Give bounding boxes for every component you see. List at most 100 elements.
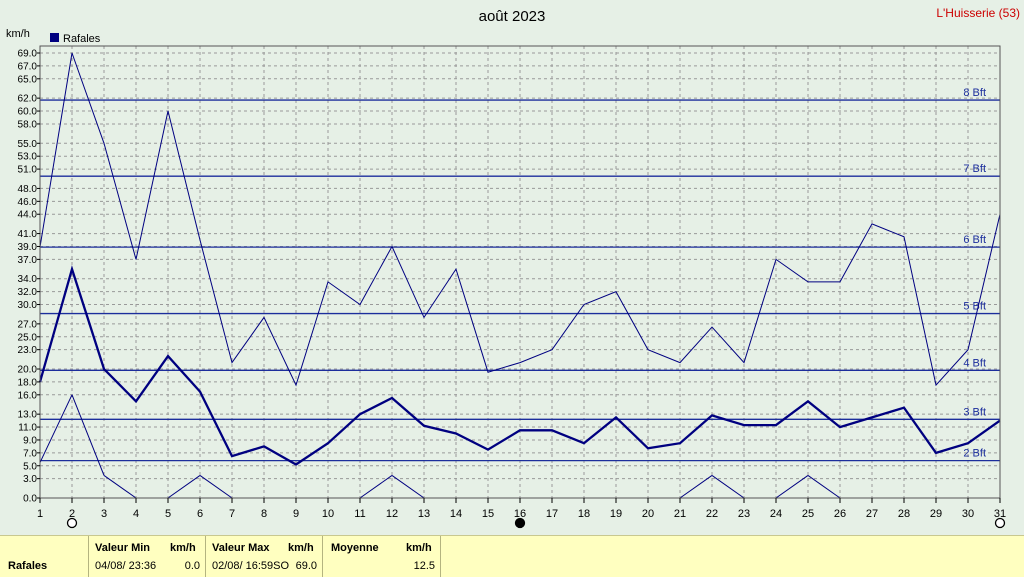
- beaufort-label: 6 Bft: [963, 234, 986, 246]
- min-series-segment: [391, 475, 425, 499]
- min-series-segment: [807, 475, 841, 499]
- y-tick-label: 3.0: [23, 474, 37, 485]
- x-tick-label: 26: [834, 508, 846, 520]
- min-series-segment: [199, 475, 233, 499]
- min-series-segment: [167, 475, 201, 499]
- y-tick-label: 9.0: [23, 435, 37, 446]
- y-tick-label: 13.0: [18, 410, 38, 421]
- wind-gust-chart: août 2023 L'Huisserie (53) km/h Rafales …: [6, 6, 1020, 529]
- x-tick-label: 12: [386, 508, 398, 520]
- y-tick-label: 11.0: [18, 423, 37, 434]
- y-tick-label: 69.0: [18, 49, 38, 60]
- y-tick-label: 25.0: [18, 332, 38, 343]
- x-tick-label: 29: [930, 508, 942, 520]
- x-tick-label: 31: [994, 508, 1006, 520]
- max-header: Valeur Max: [212, 542, 270, 554]
- mean-value: 12.5: [413, 560, 435, 572]
- footer-max-cell: Valeur Max km/h 02/08/ 16:59SO 69.0: [205, 536, 323, 577]
- new-moon-icon: [514, 517, 526, 529]
- mean-header: Moyenne: [331, 542, 379, 554]
- min-series-segment: [359, 475, 393, 499]
- legend-label: Rafales: [63, 33, 101, 45]
- full-moon-icon: [994, 517, 1006, 529]
- footer-mean-cell: Moyenne km/h 12.5: [322, 536, 441, 577]
- min-series-segment: [71, 394, 105, 476]
- max-series-line: [39, 52, 1001, 387]
- location-label: L'Huisserie (53): [936, 6, 1020, 20]
- x-tick-label: 28: [898, 508, 910, 520]
- y-tick-label: 18.0: [18, 377, 38, 388]
- footer-label-cell: Rafales: [0, 536, 88, 577]
- min-time: 04/08/ 23:36: [95, 560, 157, 572]
- x-tick-label: 30: [962, 508, 974, 520]
- x-tick-label: 13: [418, 508, 430, 520]
- footer-empty-cell: [440, 536, 1024, 577]
- x-tick-label: 8: [261, 508, 267, 520]
- y-tick-label: 20.0: [18, 365, 38, 376]
- max-unit: km/h: [288, 542, 314, 554]
- chart-title: août 2023: [479, 8, 546, 25]
- y-tick-label: 5.0: [23, 461, 37, 472]
- x-tick-label: 16: [514, 508, 526, 520]
- min-series-segment: [679, 475, 713, 499]
- stats-footer: Rafales Valeur Min km/h 04/08/ 23:36 0.0…: [0, 535, 1024, 577]
- x-tick-label: 19: [610, 508, 622, 520]
- y-tick-label: 48.0: [18, 184, 38, 195]
- x-tick-label: 6: [197, 508, 203, 520]
- x-tick-label: 21: [674, 508, 686, 520]
- x-tick-label: 27: [866, 508, 878, 520]
- beaufort-label: 8 Bft: [963, 87, 986, 99]
- y-tick-label: 65.0: [18, 74, 38, 85]
- y-tick-label: 23.0: [18, 345, 38, 356]
- x-tick-label: 9: [293, 508, 299, 520]
- full-moon-icon: [66, 517, 78, 529]
- y-tick-label: 46.0: [18, 197, 38, 208]
- y-tick-label: 16.0: [18, 390, 38, 401]
- mean-series-line: [38, 265, 1001, 466]
- beaufort-label: 2 Bft: [963, 448, 986, 460]
- min-unit: km/h: [170, 542, 196, 554]
- x-tick-label: 18: [578, 508, 590, 520]
- max-value: 69.0: [295, 560, 317, 572]
- y-tick-label: 34.0: [18, 274, 38, 285]
- footer-min-cell: Valeur Min km/h 04/08/ 23:36 0.0: [88, 536, 206, 577]
- y-tick-label: 67.0: [18, 61, 38, 72]
- y-tick-label: 62.0: [18, 94, 38, 105]
- x-tick-label: 10: [322, 508, 334, 520]
- x-tick-label: 7: [229, 508, 235, 520]
- beaufort-label: 7 Bft: [963, 163, 986, 175]
- y-tick-label: 58.0: [18, 119, 38, 130]
- min-series-segment: [39, 394, 73, 463]
- x-tick-label: 4: [133, 508, 139, 520]
- x-tick-label: 11: [354, 508, 365, 520]
- x-tick-label: 20: [642, 508, 654, 520]
- y-tick-label: 51.0: [18, 165, 38, 176]
- y-tick-label: 44.0: [18, 210, 38, 221]
- min-value: 0.0: [184, 560, 200, 572]
- beaufort-label: 5 Bft: [963, 301, 986, 313]
- y-tick-label: 60.0: [18, 107, 38, 118]
- y-tick-label: 30.0: [18, 300, 38, 311]
- x-tick-label: 25: [802, 508, 814, 520]
- y-tick-label: 41.0: [18, 229, 38, 240]
- x-tick-label: 24: [770, 508, 782, 520]
- min-series-segment: [711, 475, 745, 499]
- legend-swatch: [50, 33, 59, 42]
- x-tick-label: 23: [738, 508, 750, 520]
- beaufort-label: 4 Bft: [963, 357, 986, 369]
- footer-row-label: Rafales: [8, 560, 48, 572]
- x-tick-label: 14: [450, 508, 462, 520]
- x-tick-label: 3: [101, 508, 107, 520]
- x-tick-label: 17: [546, 508, 558, 520]
- y-tick-label: 32.0: [18, 287, 38, 298]
- mean-unit: km/h: [406, 542, 432, 554]
- x-tick-label: 2: [69, 508, 75, 520]
- y-tick-label: 27.0: [18, 319, 38, 330]
- x-tick-label: 1: [37, 508, 43, 520]
- beaufort-label: 3 Bft: [963, 406, 986, 418]
- x-tick-label: 22: [706, 508, 718, 520]
- y-tick-label: 0.0: [23, 494, 37, 505]
- min-series-segment: [103, 475, 137, 499]
- min-header: Valeur Min: [95, 542, 151, 554]
- max-time: 02/08/ 16:59SO: [212, 560, 290, 572]
